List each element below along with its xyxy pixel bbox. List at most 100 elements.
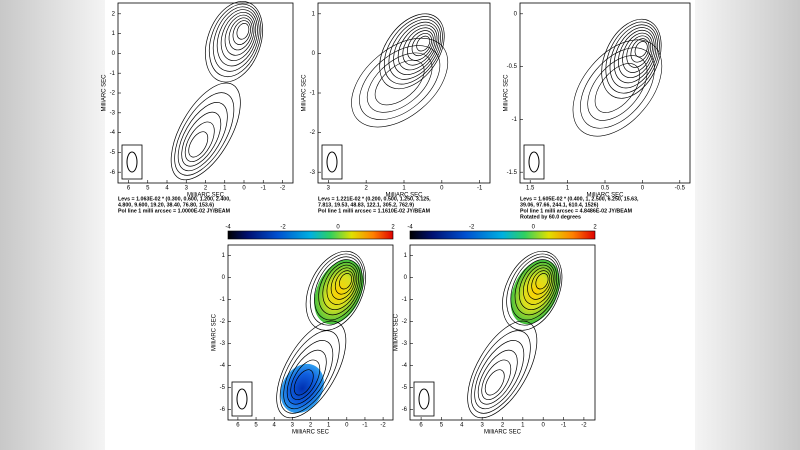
- caption-line: Levs = 1.221E-02 * (0.200, 0.500, 1.250,…: [318, 196, 431, 202]
- x-tick-label: 1: [223, 186, 227, 192]
- contour: [467, 320, 538, 419]
- contour: [170, 82, 241, 181]
- x-tick-label: 2: [204, 186, 208, 192]
- contour: [613, 27, 657, 84]
- x-tick-label: 2: [309, 423, 313, 429]
- y-tick-label: 0: [514, 11, 518, 17]
- contour: [279, 330, 340, 414]
- contour: [481, 359, 512, 400]
- beam: [126, 151, 138, 173]
- contour: [601, 18, 662, 99]
- y-tick-label: -4: [220, 363, 226, 369]
- contour: [518, 261, 556, 310]
- x-tick-label: -1: [362, 423, 368, 429]
- x-axis-label: MilliARC SEC: [292, 430, 330, 436]
- y-tick-label: -4: [402, 363, 408, 369]
- panel: 1.5 1 0.5 0 -0.5 0 -0.5 -1 -1.5 MilliARC SEC Milli…: [504, 2, 691, 220]
- contour: [188, 131, 209, 158]
- x-tick-label: 6: [419, 423, 423, 429]
- y-tick-label: 1: [222, 253, 226, 259]
- contour: [359, 45, 441, 120]
- x-tick-label: 0.5: [601, 186, 610, 192]
- contour: [474, 340, 525, 410]
- y-tick-label: -1: [310, 91, 316, 97]
- y-tick-label: -3: [110, 110, 116, 116]
- y-tick-label: 1: [112, 31, 116, 37]
- beam: [418, 388, 430, 410]
- colorbar-tick-label: -4: [407, 225, 413, 231]
- contour: [177, 102, 228, 172]
- contour: [522, 264, 554, 305]
- x-tick-label: 5: [146, 186, 150, 192]
- contour: [326, 264, 358, 305]
- contour: [477, 349, 518, 405]
- y-tick-label: -2: [310, 130, 316, 136]
- contour: [383, 16, 443, 85]
- beam-box: [523, 144, 545, 180]
- colorbar-tick-label: 0: [336, 225, 340, 231]
- contour: [305, 250, 366, 331]
- y-tick-label: -5: [402, 385, 408, 391]
- caption-line: 7.813, 19.53, 48.83, 122.1, 305.2, 762.9…: [318, 202, 414, 208]
- plot-frame: [519, 2, 691, 184]
- beam: [326, 151, 338, 173]
- contour: [351, 37, 449, 128]
- contour: [411, 32, 432, 57]
- colorbar: [227, 230, 394, 240]
- y-tick-label: 0: [404, 275, 408, 281]
- y-tick-label: -1: [512, 117, 518, 123]
- contour: [484, 369, 505, 396]
- y-tick-label: -2: [402, 319, 408, 325]
- beam-box: [121, 144, 143, 180]
- y-tick-label: -3: [220, 341, 226, 347]
- contour: [609, 24, 659, 89]
- contour: [174, 92, 235, 176]
- x-tick-label: 1: [402, 186, 406, 192]
- x-tick-label: -1: [261, 186, 267, 192]
- colorbar: [409, 230, 596, 240]
- y-tick-label: 1: [312, 11, 316, 17]
- panel: 6 5 4 3 2 1 0 -1 -2 2 1 0 -1 -2 -3 -4 -5 -6 MilliARC SEC Mi…: [102, 1, 294, 214]
- colorbar-tick-label: 0: [532, 225, 536, 231]
- x-tick-label: 1: [566, 186, 570, 192]
- contour: [276, 320, 347, 419]
- y-tick-label: -4: [110, 130, 116, 136]
- caption-line: Levs = 1.605E-02 * (0.400, 1, 2.500, 6.2…: [520, 196, 639, 202]
- contour: [510, 256, 559, 321]
- x-axis-label: MilliARC SEC: [484, 430, 522, 436]
- x-tick-label: -2: [380, 423, 386, 429]
- beam: [528, 151, 540, 173]
- x-tick-label: 3: [291, 423, 295, 429]
- contour: [502, 250, 563, 331]
- y-axis-label: MilliARC SEC: [394, 313, 400, 351]
- x-tick-label: 2: [364, 186, 368, 192]
- contour: [388, 19, 441, 80]
- contour: [626, 35, 652, 68]
- contour: [181, 111, 222, 167]
- contour: [339, 273, 353, 290]
- contour: [224, 14, 255, 56]
- y-tick-label: -2: [110, 91, 116, 97]
- panel: 6 5 4 3 2 1 0 -1 -2 1 0 -1 -2 -3 -4 -5 -6 MilliARC SEC Mil…: [394, 225, 598, 436]
- x-tick-label: 6: [236, 423, 240, 429]
- contour: [535, 273, 549, 290]
- contour: [286, 349, 327, 405]
- contour: [290, 359, 321, 400]
- x-tick-label: 4: [273, 423, 277, 429]
- plot-frame: [409, 244, 596, 421]
- contour: [236, 23, 250, 40]
- x-tick-label: 0: [242, 186, 246, 192]
- y-tick-label: -2: [220, 319, 226, 325]
- contour: [622, 32, 653, 73]
- contour: [334, 270, 354, 295]
- x-tick-label: 1: [327, 423, 331, 429]
- contour: [393, 21, 440, 75]
- contour: [283, 340, 334, 410]
- caption-line: Levs = 1.063E-02 * (0.300, 0.600, 1.200,…: [118, 196, 231, 202]
- contour: [208, 3, 262, 77]
- contour: [594, 63, 641, 113]
- x-tick-label: -1: [561, 423, 567, 429]
